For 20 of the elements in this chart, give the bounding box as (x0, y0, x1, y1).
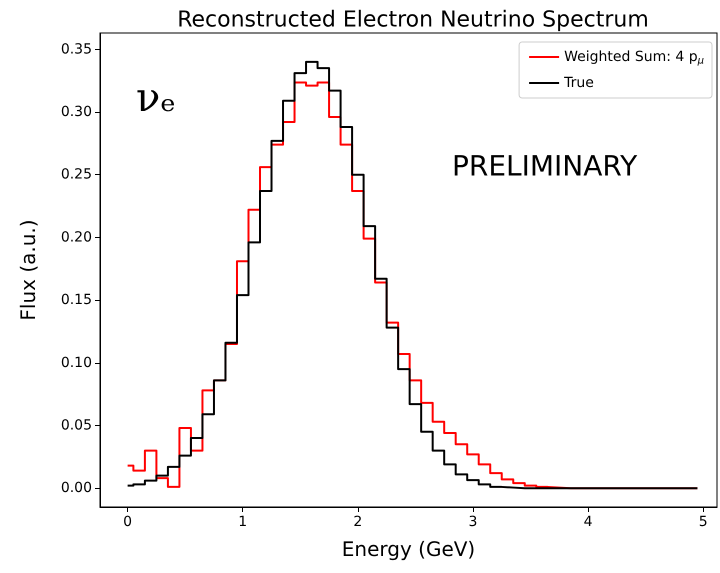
x-tick-label: 4 (584, 514, 593, 530)
y-tick-label: 0.25 (60, 166, 92, 183)
x-tick-label: 2 (353, 514, 362, 530)
y-tick-label: 0.35 (60, 41, 92, 58)
y-tick-label: 0.15 (60, 292, 92, 308)
y-tick-label: 0.20 (60, 229, 92, 246)
y-axis-title: Flux (a.u.) (16, 219, 40, 321)
chart-title: Reconstructed Electron Neutrino Spectrum (177, 8, 649, 32)
y-tick-label: 0.00 (60, 480, 92, 496)
y-tick-label: 0.30 (60, 104, 92, 120)
x-axis-title: Energy (GeV) (342, 537, 476, 561)
x-tick-label: 3 (468, 514, 478, 530)
legend-label: True (563, 75, 594, 91)
annotation: PRELIMINARY (452, 150, 638, 182)
y-tick-label: 0.05 (60, 417, 92, 434)
annotation: νₑ (136, 75, 176, 121)
x-tick-label: 1 (238, 514, 248, 530)
y-tick-label: 0.10 (60, 354, 92, 371)
x-tick-label: 0 (123, 514, 132, 530)
x-tick-label: 5 (698, 514, 708, 530)
